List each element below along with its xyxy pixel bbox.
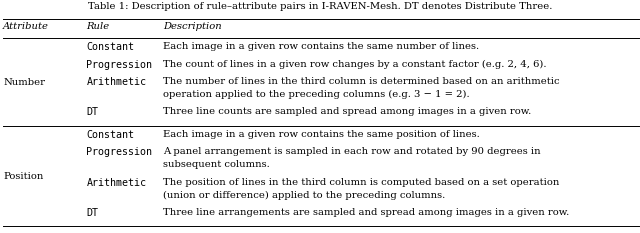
Text: (union or difference) applied to the preceding columns.: (union or difference) applied to the pre… — [163, 191, 445, 200]
Text: The number of lines in the third column is determined based on an arithmetic: The number of lines in the third column … — [163, 77, 560, 86]
Text: Table 1: Description of rule–attribute pairs in I-RAVEN-Mesh. DT denotes Distrib: Table 1: Description of rule–attribute p… — [88, 2, 552, 11]
Text: Rule: Rule — [86, 22, 109, 31]
Text: Progression: Progression — [86, 60, 152, 70]
Text: Constant: Constant — [86, 42, 134, 52]
Text: The position of lines in the third column is computed based on a set operation: The position of lines in the third colum… — [163, 178, 559, 187]
Text: Each image in a given row contains the same position of lines.: Each image in a given row contains the s… — [163, 130, 480, 139]
Text: Arithmetic: Arithmetic — [86, 178, 147, 188]
Text: Number: Number — [3, 78, 45, 87]
Text: Each image in a given row contains the same number of lines.: Each image in a given row contains the s… — [163, 42, 479, 51]
Text: Constant: Constant — [86, 130, 134, 140]
Text: Three line arrangements are sampled and spread among images in a given row.: Three line arrangements are sampled and … — [163, 208, 570, 217]
Text: Arithmetic: Arithmetic — [86, 77, 147, 87]
Text: operation applied to the preceding columns (e.g. 3 − 1 = 2).: operation applied to the preceding colum… — [163, 90, 470, 99]
Text: subsequent columns.: subsequent columns. — [163, 160, 270, 169]
Text: DT: DT — [86, 208, 99, 218]
Text: The count of lines in a given row changes by a constant factor (e.g. 2, 4, 6).: The count of lines in a given row change… — [163, 60, 547, 69]
Text: DT: DT — [86, 107, 99, 117]
Text: Description: Description — [163, 22, 222, 31]
Text: Three line counts are sampled and spread among images in a given row.: Three line counts are sampled and spread… — [163, 107, 531, 116]
Text: Attribute: Attribute — [3, 22, 49, 31]
Text: Progression: Progression — [86, 147, 152, 157]
Text: A panel arrangement is sampled in each row and rotated by 90 degrees in: A panel arrangement is sampled in each r… — [163, 147, 541, 156]
Text: Position: Position — [3, 172, 44, 181]
